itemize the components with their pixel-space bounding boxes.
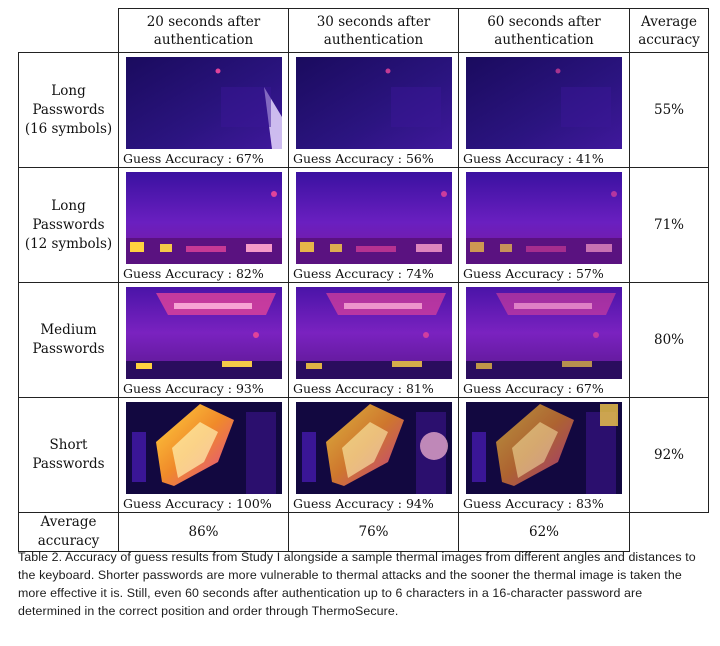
column-header-20s: 20 seconds after authentication <box>118 8 289 53</box>
thermal-image <box>295 402 452 494</box>
thermal-image <box>466 287 622 379</box>
row-label-long-12: Long Passwords (12 symbols) <box>18 167 119 283</box>
thermal-image <box>295 57 452 149</box>
row-average-short: 92% <box>629 397 709 513</box>
empty-corner <box>630 513 709 552</box>
table-row-long-12: Long Passwords (12 symbols) Guess Accura… <box>18 167 709 283</box>
table-row-short: Short Passwords Guess Accuracy : 100% Gu… <box>18 397 709 513</box>
cell-short-20s: Guess Accuracy : 100% <box>118 397 289 513</box>
table-row-medium: Medium Passwords Guess Accuracy : 93% Gu… <box>18 282 709 398</box>
thermal-image <box>125 402 282 494</box>
thermal-image <box>295 172 452 264</box>
cell-long-16-60s: Guess Accuracy : 41% <box>458 52 630 168</box>
cell-long-16-20s: Guess Accuracy : 67% <box>118 52 289 168</box>
guess-accuracy-label: Guess Accuracy : 83% <box>463 496 604 511</box>
cell-long-12-30s: Guess Accuracy : 74% <box>288 167 459 283</box>
table-row-long-16: Long Passwords (16 symbols) Guess Accura… <box>18 52 709 168</box>
guess-accuracy-label: Guess Accuracy : 56% <box>293 151 434 166</box>
average-30s: 76% <box>288 512 459 552</box>
thermal-image <box>125 57 282 149</box>
cell-long-12-20s: Guess Accuracy : 82% <box>118 167 289 283</box>
thermal-image <box>125 172 282 264</box>
average-row-label: Average accuracy <box>18 512 119 552</box>
row-label-short: Short Passwords <box>18 397 119 513</box>
guess-accuracy-label: Guess Accuracy : 74% <box>293 266 434 281</box>
corner-cell <box>18 8 119 53</box>
cell-medium-30s: Guess Accuracy : 81% <box>288 282 459 398</box>
average-20s: 86% <box>118 512 289 552</box>
column-header-30s: 30 seconds after authentication <box>288 8 459 53</box>
row-average-long-16: 55% <box>629 52 709 168</box>
row-average-long-12: 71% <box>629 167 709 283</box>
row-average-medium: 80% <box>629 282 709 398</box>
guess-accuracy-label: Guess Accuracy : 67% <box>123 151 264 166</box>
row-label-medium: Medium Passwords <box>18 282 119 398</box>
cell-short-30s: Guess Accuracy : 94% <box>288 397 459 513</box>
cell-short-60s: Guess Accuracy : 83% <box>458 397 630 513</box>
column-header-60s: 60 seconds after authentication <box>458 8 630 53</box>
cell-medium-60s: Guess Accuracy : 67% <box>458 282 630 398</box>
cell-medium-20s: Guess Accuracy : 93% <box>118 282 289 398</box>
column-header-average: Average accuracy <box>629 8 709 53</box>
guess-accuracy-label: Guess Accuracy : 57% <box>463 266 604 281</box>
guess-accuracy-label: Guess Accuracy : 93% <box>123 381 264 396</box>
thermal-image <box>466 402 622 494</box>
guess-accuracy-label: Guess Accuracy : 94% <box>293 496 434 511</box>
average-60s: 62% <box>458 512 630 552</box>
thermal-image <box>466 172 622 264</box>
guess-accuracy-label: Guess Accuracy : 100% <box>123 496 272 511</box>
row-label-long-16: Long Passwords (16 symbols) <box>18 52 119 168</box>
guess-accuracy-label: Guess Accuracy : 82% <box>123 266 264 281</box>
thermal-image <box>125 287 282 379</box>
guess-accuracy-label: Guess Accuracy : 41% <box>463 151 604 166</box>
cell-long-16-30s: Guess Accuracy : 56% <box>288 52 459 168</box>
thermal-image <box>466 57 622 149</box>
guess-accuracy-label: Guess Accuracy : 67% <box>463 381 604 396</box>
thermal-image <box>295 287 452 379</box>
results-table: 20 seconds after authentication 30 secon… <box>18 8 709 552</box>
cell-long-12-60s: Guess Accuracy : 57% <box>458 167 630 283</box>
table-caption: Table 2. Accuracy of guess results from … <box>18 550 696 618</box>
guess-accuracy-label: Guess Accuracy : 81% <box>293 381 434 396</box>
